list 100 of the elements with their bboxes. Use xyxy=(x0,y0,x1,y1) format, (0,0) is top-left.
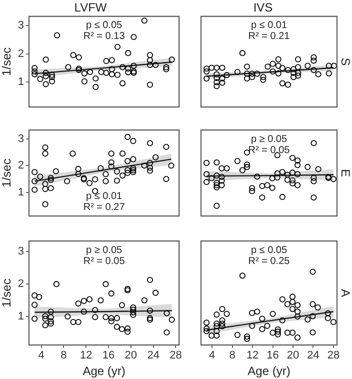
annotation: p ≤ 0.05 xyxy=(86,20,123,32)
annotation: R² = 0.05 xyxy=(248,144,290,156)
point xyxy=(54,32,60,38)
point xyxy=(42,316,48,322)
x-axis-title: Age (yr) xyxy=(82,364,126,378)
point xyxy=(108,159,114,166)
point xyxy=(146,308,154,314)
point xyxy=(146,52,154,58)
y-tick-label: 2 xyxy=(18,278,24,290)
point xyxy=(295,56,302,62)
point xyxy=(254,174,260,180)
point xyxy=(42,322,48,328)
y-tick-label: 3 xyxy=(18,246,24,258)
point xyxy=(130,167,136,174)
annotation: p ≤ 0.05 xyxy=(250,244,288,256)
point xyxy=(214,323,220,330)
point xyxy=(249,322,256,329)
point xyxy=(92,176,98,182)
point xyxy=(264,182,270,188)
point xyxy=(80,308,87,315)
point xyxy=(124,328,131,335)
point xyxy=(141,162,148,169)
point xyxy=(70,150,76,157)
point xyxy=(284,330,291,336)
point xyxy=(330,318,337,326)
point xyxy=(310,178,317,184)
point xyxy=(168,162,174,169)
point xyxy=(48,176,54,183)
point xyxy=(310,301,316,308)
point xyxy=(239,272,246,279)
point xyxy=(32,292,38,298)
point xyxy=(114,168,120,175)
point xyxy=(42,201,48,208)
point xyxy=(269,184,276,191)
point xyxy=(75,318,82,326)
point xyxy=(290,66,297,72)
point xyxy=(274,326,281,332)
point xyxy=(310,66,317,74)
point xyxy=(214,172,220,179)
y-tick-label: 3 xyxy=(18,20,24,32)
point xyxy=(141,18,148,24)
x-tick-label: 8 xyxy=(60,350,67,362)
point xyxy=(260,76,266,83)
point xyxy=(48,72,56,78)
point xyxy=(315,71,322,78)
point xyxy=(42,150,48,157)
y2-axis-title: E xyxy=(338,168,352,178)
point xyxy=(270,330,276,336)
chart-title: LVFW xyxy=(74,0,108,15)
point xyxy=(64,178,70,184)
point xyxy=(53,281,60,288)
point xyxy=(108,163,114,170)
point xyxy=(48,318,54,324)
point xyxy=(48,185,54,192)
point xyxy=(294,313,301,320)
point xyxy=(295,70,302,76)
point xyxy=(108,71,115,78)
point xyxy=(119,172,126,179)
point xyxy=(279,194,286,200)
point xyxy=(124,167,131,174)
point xyxy=(103,58,110,64)
annotation: R² = 0.21 xyxy=(248,31,290,42)
point xyxy=(214,79,220,86)
point xyxy=(219,80,226,86)
point xyxy=(289,330,296,336)
point xyxy=(92,75,99,82)
point xyxy=(124,158,131,164)
point xyxy=(118,326,126,332)
point xyxy=(124,170,131,176)
point xyxy=(92,84,99,90)
point xyxy=(270,68,276,74)
point xyxy=(310,54,317,60)
point xyxy=(32,68,38,74)
point xyxy=(234,68,240,76)
x-axis-title: Age (yr) xyxy=(248,364,290,378)
point xyxy=(264,64,271,70)
point xyxy=(270,60,276,67)
point xyxy=(244,334,250,340)
point xyxy=(259,182,266,190)
x-tick-label: 28 xyxy=(327,350,340,362)
point xyxy=(108,290,114,297)
point xyxy=(124,134,131,140)
point xyxy=(42,81,49,88)
point xyxy=(98,68,104,76)
point xyxy=(234,332,240,338)
point xyxy=(130,309,136,316)
point xyxy=(310,329,316,336)
point xyxy=(163,64,170,70)
point xyxy=(204,68,210,74)
point xyxy=(310,313,316,320)
x-tick-label: 8 xyxy=(229,350,236,362)
point xyxy=(289,180,296,186)
point xyxy=(32,186,38,193)
point xyxy=(290,70,297,76)
point xyxy=(152,154,159,160)
point xyxy=(164,310,170,316)
point xyxy=(48,78,56,84)
point xyxy=(239,50,246,56)
x-tick-label: 24 xyxy=(307,350,320,362)
y-tick-label: 1 xyxy=(18,76,24,88)
